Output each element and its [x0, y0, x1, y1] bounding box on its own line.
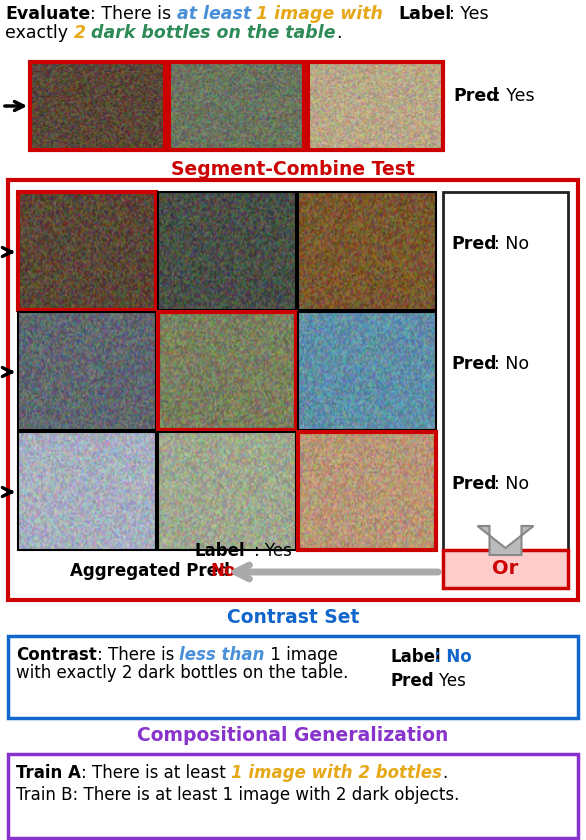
Text: : There is: : There is: [97, 646, 179, 664]
Bar: [443, 550, 568, 588]
Text: exactly: exactly: [5, 24, 73, 42]
Text: 1 image with 2 bottles: 1 image with 2 bottles: [231, 764, 442, 782]
Text: 1 image with: 1 image with: [257, 5, 383, 23]
Text: : Yes: : Yes: [495, 87, 534, 105]
Bar: [18, 312, 156, 430]
Text: less than: less than: [179, 646, 265, 664]
Text: Pred: Pred: [451, 355, 496, 373]
Text: Train B: There is at least 1 image with 2 dark objects.: Train B: There is at least 1 image with …: [16, 786, 459, 804]
Bar: [8, 754, 578, 838]
Text: Pred: Pred: [451, 235, 496, 253]
Text: Train A: Train A: [16, 764, 81, 782]
Polygon shape: [478, 526, 533, 555]
Bar: [158, 312, 296, 430]
Bar: [158, 192, 296, 310]
Text: : Yes: : Yes: [428, 672, 466, 690]
Text: .: .: [336, 24, 341, 42]
Text: : No: : No: [434, 648, 472, 666]
Text: .: .: [442, 764, 447, 782]
Text: 2: 2: [73, 24, 86, 42]
Text: with exactly 2 dark bottles on the table.: with exactly 2 dark bottles on the table…: [16, 664, 348, 682]
Text: : Yes: : Yes: [254, 542, 292, 560]
Bar: [8, 180, 578, 600]
Bar: [8, 636, 578, 718]
Text: at least: at least: [177, 5, 251, 23]
Text: No: No: [210, 562, 236, 580]
Bar: [18, 192, 156, 310]
Bar: [443, 192, 568, 550]
Bar: [158, 432, 296, 550]
Text: Contrast: Contrast: [16, 646, 97, 664]
Bar: [308, 62, 443, 150]
Text: Evaluate: Evaluate: [5, 5, 90, 23]
Text: Pred: Pred: [390, 672, 434, 690]
Bar: [298, 192, 436, 310]
Text: Label: Label: [398, 5, 451, 23]
Bar: [30, 62, 165, 150]
Text: dark bottles on the table: dark bottles on the table: [91, 24, 336, 42]
Bar: [18, 432, 156, 550]
Text: 1 image: 1 image: [265, 646, 338, 664]
Text: Label: Label: [195, 542, 246, 560]
Text: :: :: [200, 562, 211, 580]
Bar: [298, 312, 436, 430]
Text: : There is at least: : There is at least: [81, 764, 231, 782]
Bar: [169, 62, 304, 150]
Text: : No: : No: [494, 235, 529, 253]
Text: Pred: Pred: [451, 475, 496, 493]
Text: : No: : No: [494, 355, 529, 373]
Text: Aggregated Pred: Aggregated Pred: [70, 562, 230, 580]
Text: Or: Or: [492, 559, 519, 579]
Bar: [298, 432, 436, 550]
Text: Segment-Combine Test: Segment-Combine Test: [171, 160, 415, 179]
Text: : There is: : There is: [90, 5, 177, 23]
Text: : Yes: : Yes: [449, 5, 489, 23]
Text: Pred: Pred: [453, 87, 499, 105]
Text: Label: Label: [390, 648, 441, 666]
Text: : No: : No: [494, 475, 529, 493]
Text: Compositional Generalization: Compositional Generalization: [137, 726, 449, 745]
Text: Contrast Set: Contrast Set: [227, 608, 359, 627]
